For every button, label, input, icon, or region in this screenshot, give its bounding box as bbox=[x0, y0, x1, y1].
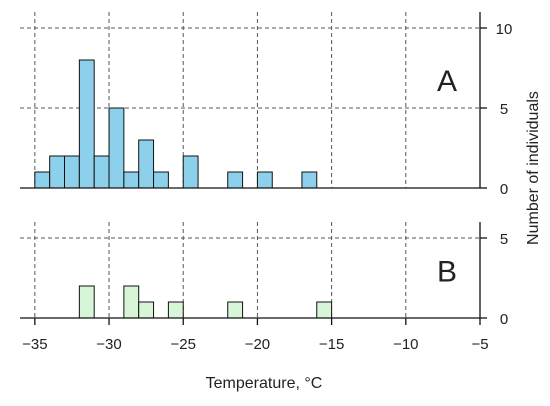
y-tick-label-panel-a: 5 bbox=[500, 101, 508, 118]
panel-label-b: B bbox=[437, 256, 457, 289]
x-tick-label: −10 bbox=[393, 336, 418, 353]
x-axis-title: Temperature, °C bbox=[206, 375, 323, 392]
histogram-bar-panel-a bbox=[123, 171, 140, 189]
x-tick-label: −15 bbox=[319, 336, 344, 353]
labels-layer: 0 5 10 A 0 5 B −35 −30 −25 −20 −15 −10 −5 Temperature,… bbox=[22, 21, 542, 392]
panel-label-a: A bbox=[437, 65, 457, 98]
histogram-bar-panel-a bbox=[256, 171, 273, 189]
histogram-bar-panel-a bbox=[78, 59, 95, 189]
histogram-bar-panel-a bbox=[93, 155, 110, 189]
histogram-bar-panel-a bbox=[301, 171, 318, 189]
y-tick-label-panel-a: 0 bbox=[500, 181, 508, 198]
x-tick-label: −30 bbox=[96, 336, 121, 353]
histogram-bar-panel-b bbox=[78, 285, 95, 319]
y-tick-label-panel-b: 5 bbox=[500, 231, 508, 248]
histogram-bar-panel-b bbox=[138, 301, 155, 319]
histogram-bar-panel-b bbox=[167, 301, 184, 319]
histogram-bar-panel-b bbox=[123, 285, 140, 319]
grid-layer bbox=[20, 12, 480, 318]
histogram-bar-panel-b bbox=[316, 301, 333, 319]
histogram-bar-panel-a bbox=[108, 107, 125, 189]
histogram-bar-panel-a bbox=[34, 171, 51, 189]
histogram-bar-panel-a bbox=[64, 155, 80, 189]
histogram-bar-panel-a bbox=[49, 155, 66, 189]
y-tick-label-panel-a: 10 bbox=[496, 21, 513, 38]
histogram-bar-panel-a bbox=[138, 139, 155, 189]
histogram-bar-panel-a bbox=[153, 171, 169, 189]
x-tick-label: −25 bbox=[170, 336, 195, 353]
y-axis-title: Number of individuals bbox=[525, 91, 542, 245]
x-tick-label: −5 bbox=[471, 336, 488, 353]
histogram-bar-panel-a bbox=[182, 155, 199, 189]
histogram-bar-panel-b bbox=[227, 301, 244, 319]
x-tick-label: −35 bbox=[22, 336, 47, 353]
axes-layer bbox=[20, 12, 487, 325]
y-tick-label-panel-b: 0 bbox=[500, 311, 508, 328]
x-tick-label: −20 bbox=[245, 336, 270, 353]
histogram-bar-panel-a bbox=[227, 171, 244, 189]
